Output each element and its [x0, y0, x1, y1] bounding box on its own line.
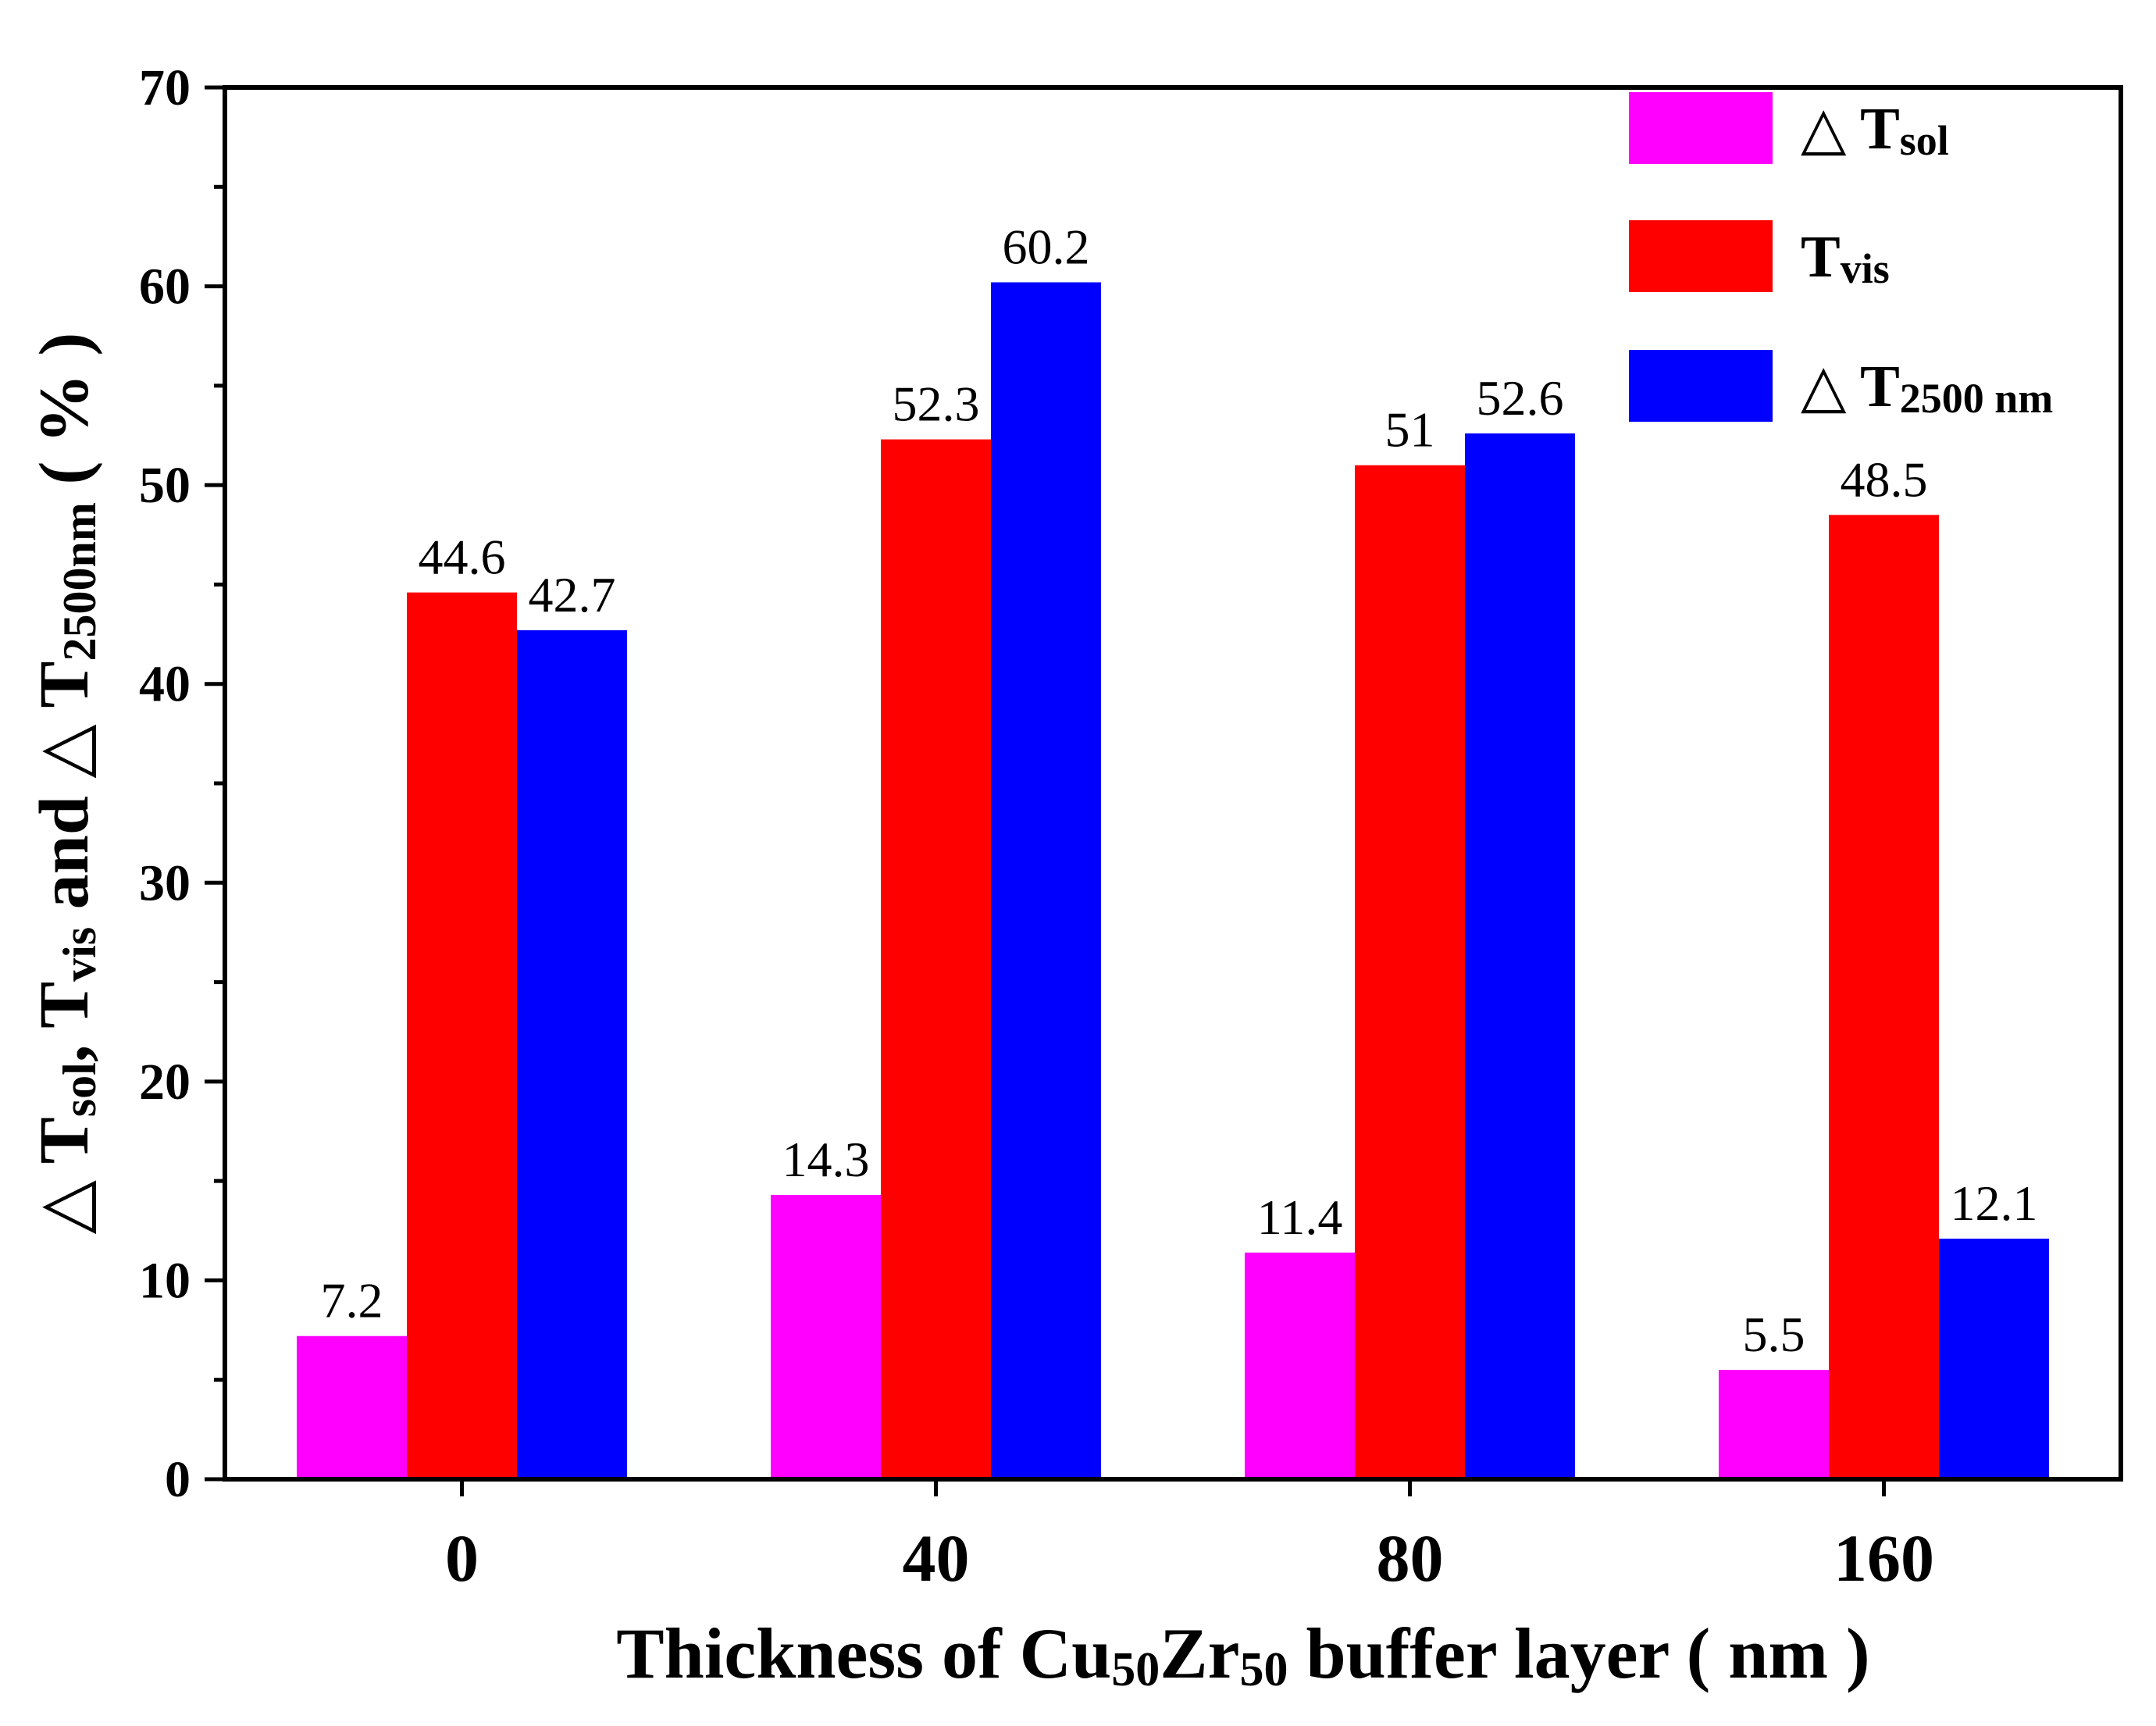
data-label-2500nm-160: 12.1 — [1951, 1175, 2038, 1231]
bar-sol-0 — [297, 1336, 407, 1479]
data-label-2500nm-40: 60.2 — [1003, 219, 1090, 274]
bar-2500nm-80 — [1465, 433, 1575, 1479]
y-tick-label: 50 — [139, 457, 191, 514]
x-tick-label: 80 — [1377, 1521, 1444, 1596]
data-label-sol-160: 5.5 — [1743, 1307, 1805, 1362]
data-label-sol-0: 7.2 — [321, 1273, 383, 1328]
data-label-sol-80: 11.4 — [1257, 1189, 1343, 1245]
legend-swatch-sol — [1629, 92, 1773, 164]
y-tick-label: 10 — [139, 1252, 191, 1309]
legend-swatch-2500nm — [1629, 350, 1773, 422]
bar-vis-160 — [1829, 515, 1939, 1479]
data-label-sol-40: 14.3 — [782, 1132, 870, 1187]
y-tick-label: 30 — [139, 854, 191, 911]
legend-label-vis: Tvis — [1801, 224, 1890, 292]
y-tick-label: 40 — [139, 656, 191, 713]
axes-layer: 0 10 20 30 40 50 60 70 0 40 80 160 Thickness of Cu50… — [26, 59, 2123, 1696]
legend-label-sol: △ Tsol — [1801, 96, 1949, 164]
data-label-vis-40: 52.3 — [893, 376, 980, 432]
data-labels-layer: 7.2 44.6 42.7 14.3 52.3 60.2 11.4 51 52.6 5.5 48.5… — [321, 219, 2038, 1362]
bar-vis-0 — [407, 592, 517, 1479]
y-tick-label: 20 — [139, 1054, 191, 1111]
bar-2500nm-160 — [1939, 1238, 2049, 1479]
bar-sol-160 — [1719, 1369, 1829, 1479]
bar-2500nm-40 — [991, 282, 1101, 1480]
bar-vis-80 — [1355, 465, 1465, 1479]
x-axis-title: Thickness of Cu50Zr50 buffer layer ( nm … — [616, 1614, 1869, 1696]
y-tick-label: 0 — [165, 1451, 191, 1508]
data-label-vis-80: 51 — [1385, 402, 1435, 458]
y-axis-title-group: △ Tsol, Tvis and △ T2500nm ( % ) — [26, 333, 105, 1235]
bars-layer — [297, 282, 2049, 1480]
bar-2500nm-0 — [517, 629, 627, 1479]
data-label-vis-160: 48.5 — [1841, 451, 1928, 507]
bar-sol-80 — [1245, 1252, 1355, 1479]
x-tick-label: 40 — [903, 1521, 970, 1596]
y-axis-title: △ Tsol, Tvis and △ T2500nm ( % ) — [26, 333, 105, 1235]
y-tick-label: 60 — [139, 259, 191, 316]
x-tick-label: 160 — [1833, 1521, 1934, 1596]
x-tick-label: 0 — [445, 1521, 479, 1596]
bar-vis-40 — [881, 439, 991, 1479]
legend-label-2500nm: △ T2500 nm — [1801, 354, 2053, 422]
y-tick-label: 70 — [139, 59, 191, 116]
legend: △ Tsol Tvis △ T2500 nm — [1629, 92, 2053, 422]
data-label-2500nm-0: 42.7 — [529, 567, 616, 622]
data-label-2500nm-80: 52.6 — [1477, 370, 1564, 426]
legend-swatch-vis — [1629, 220, 1773, 292]
data-label-vis-0: 44.6 — [419, 530, 506, 585]
bar-sol-40 — [771, 1194, 881, 1479]
